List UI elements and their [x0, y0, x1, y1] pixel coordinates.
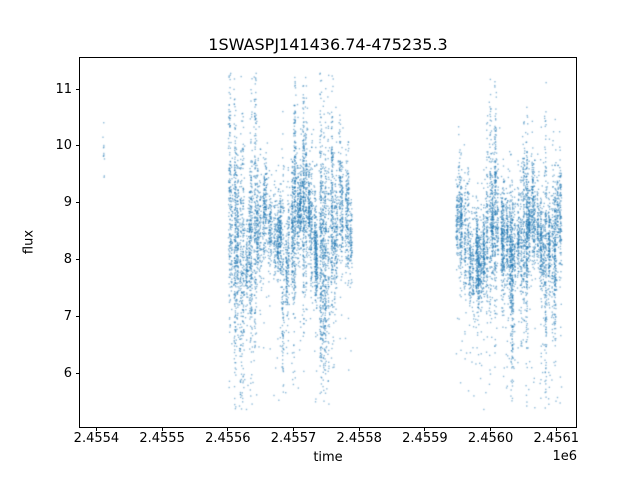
- y-tick-mark: [76, 88, 80, 90]
- y-tick-mark: [76, 259, 80, 261]
- x-tick-label: 2.4556: [205, 431, 251, 446]
- x-tick-label: 2.4558: [336, 431, 382, 446]
- y-tick-label: 9: [63, 195, 72, 211]
- x-tick-mark: [227, 427, 229, 431]
- x-tick-mark: [555, 427, 557, 431]
- y-axis-label: flux: [21, 229, 37, 255]
- x-tick-mark: [424, 427, 426, 431]
- scatter-points-canvas: [80, 58, 576, 427]
- axes-frame: [79, 57, 577, 428]
- y-tick-label: 6: [63, 365, 72, 381]
- y-tick-mark: [76, 202, 80, 204]
- x-tick-label: 2.4559: [402, 431, 448, 446]
- x-tick-label: 2.4554: [73, 431, 120, 446]
- y-tick-label: 11: [55, 81, 72, 97]
- x-tick-mark: [161, 427, 163, 431]
- plot-title: 1SWASPJ141436.74-475235.3: [208, 35, 448, 54]
- x-tick-label: 2.4561: [533, 431, 580, 446]
- x-axis-offset-label: 1e6: [552, 449, 577, 464]
- x-tick-mark: [95, 427, 97, 431]
- y-tick-label: 10: [55, 138, 72, 154]
- x-tick-mark: [490, 427, 492, 431]
- x-tick-mark: [293, 427, 294, 431]
- x-tick-label: 2.4555: [139, 431, 185, 446]
- y-tick-mark: [76, 315, 80, 317]
- y-tick-mark: [76, 145, 80, 147]
- x-axis-label: time: [313, 450, 343, 465]
- x-tick-label: 2.4560: [467, 431, 514, 446]
- y-tick-label: 7: [63, 308, 72, 324]
- x-tick-mark: [358, 427, 360, 431]
- x-tick-label: 2.4557: [270, 431, 317, 446]
- y-tick-mark: [76, 372, 80, 374]
- y-tick-label: 8: [63, 252, 72, 268]
